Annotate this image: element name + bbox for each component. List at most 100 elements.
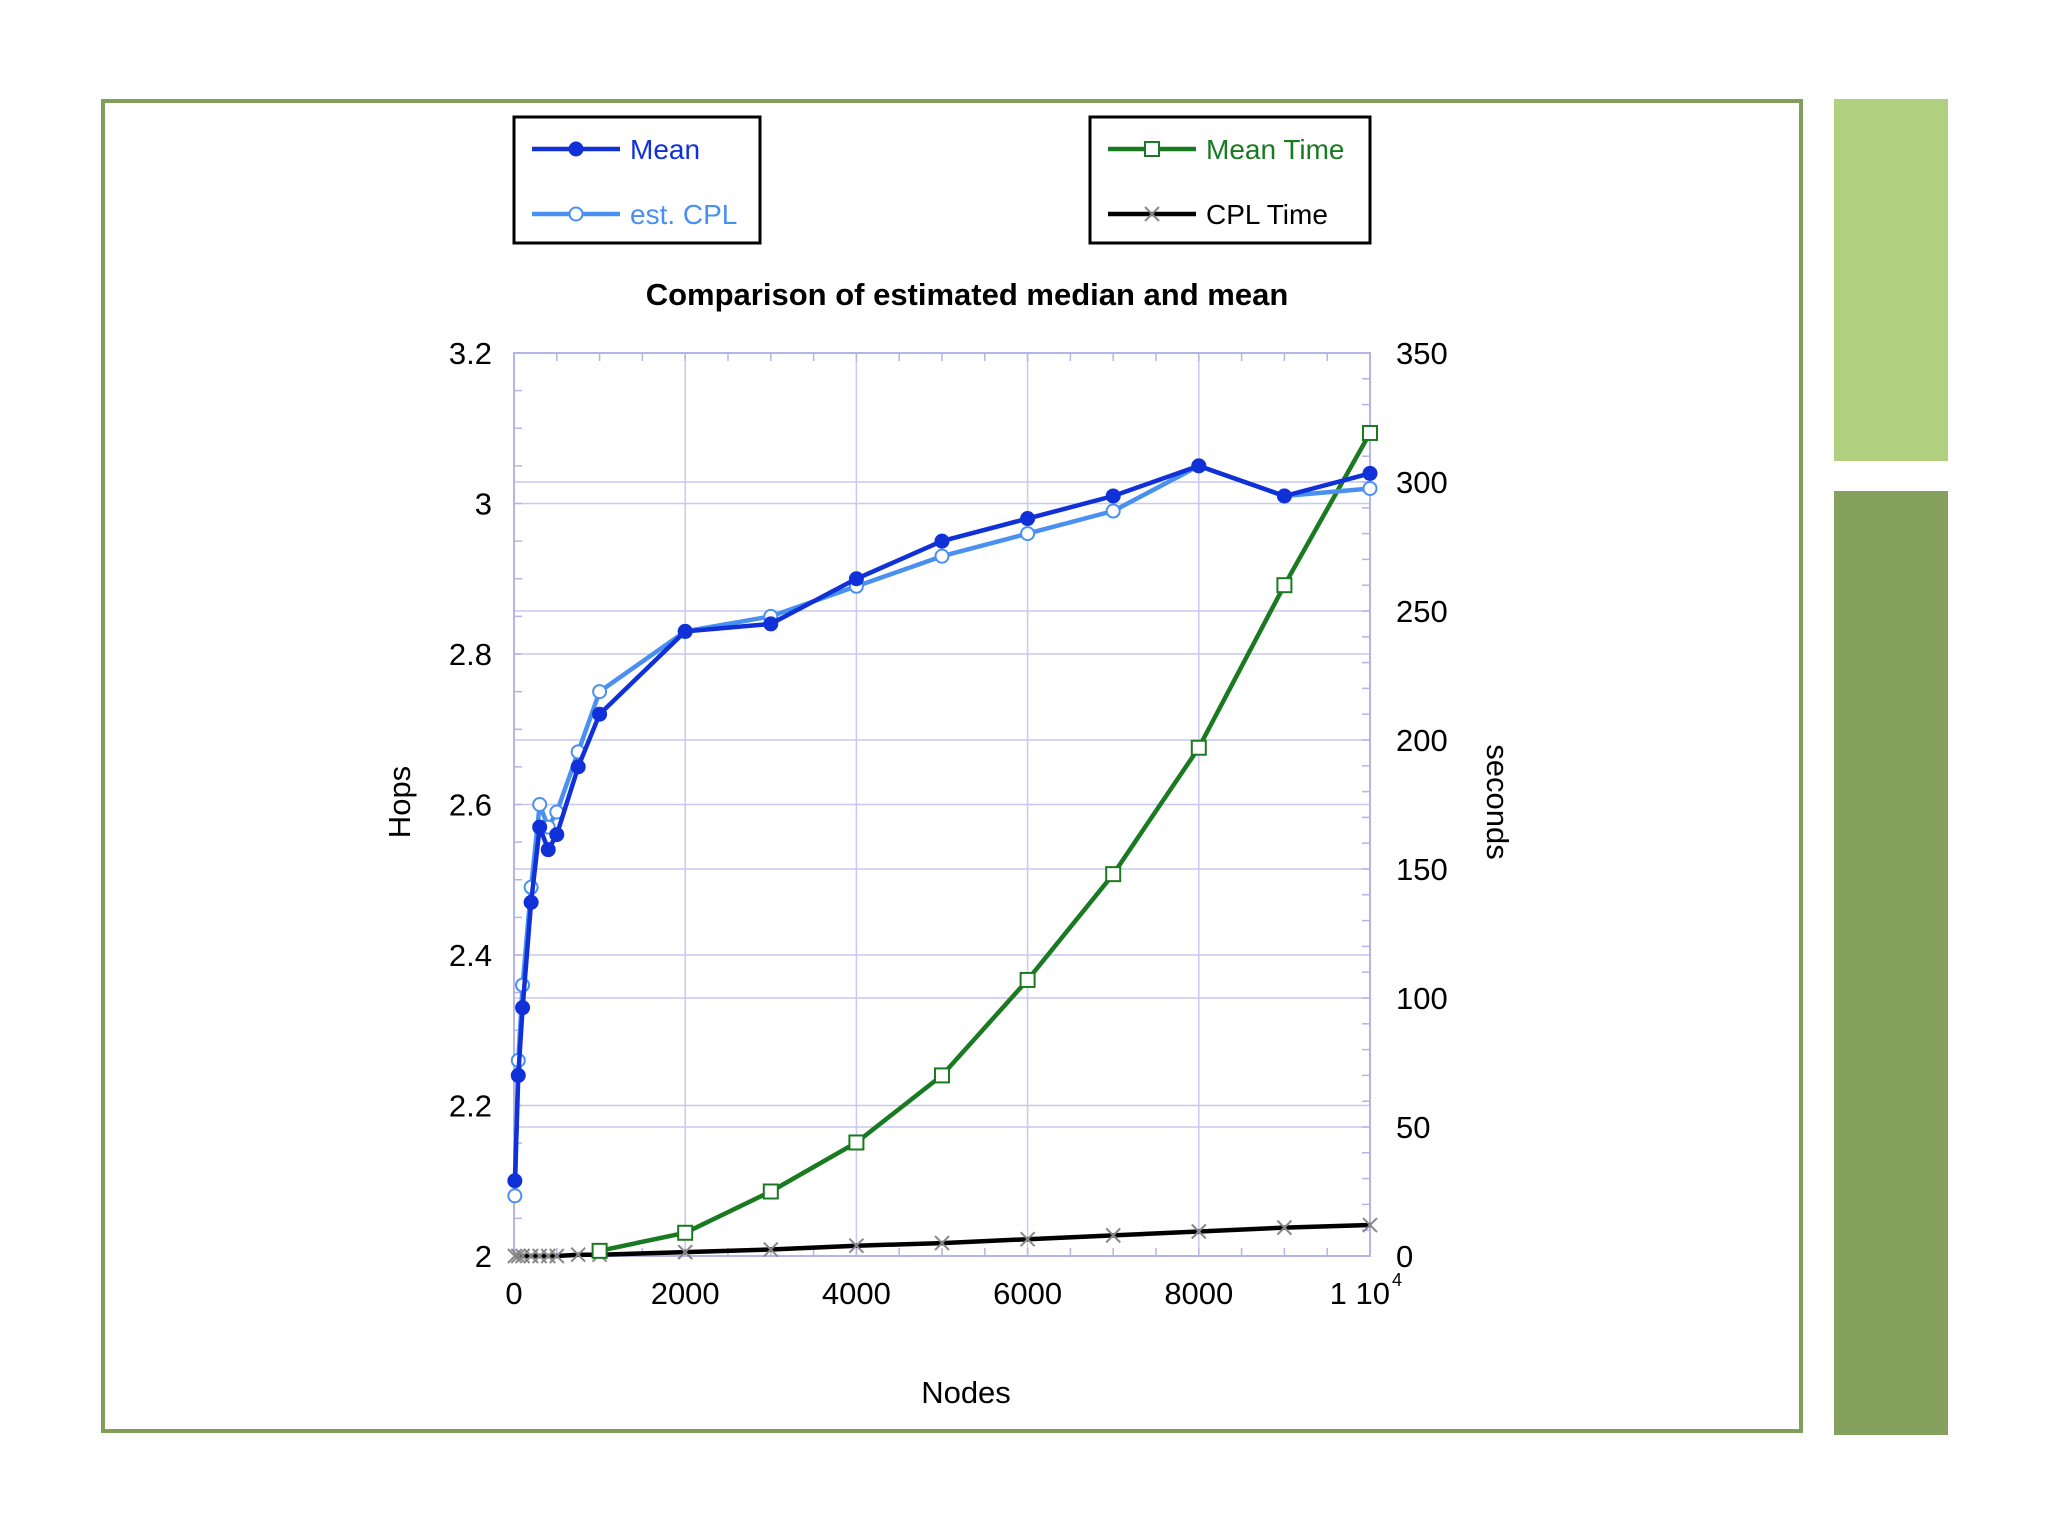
legend-label: Mean	[630, 134, 700, 165]
y-right-tick-label: 350	[1396, 336, 1448, 371]
legend-marker	[568, 141, 584, 157]
series-line-mean	[512, 463, 1371, 1181]
chart-title: Comparison of estimated median and mean	[646, 277, 1289, 312]
legend-marker	[1144, 206, 1160, 222]
y-left-tick-label: 2.6	[449, 788, 492, 823]
legend-label: Mean Time	[1206, 134, 1345, 165]
data-point-cpl-time	[763, 1241, 779, 1258]
y-right-tick-label: 50	[1396, 1110, 1430, 1145]
series-line-est-cpl	[512, 463, 1371, 1196]
x-tick-label: 8000	[1164, 1276, 1233, 1311]
y-right-tick-label: 0	[1396, 1239, 1413, 1274]
series-est-cpl	[507, 458, 1378, 1204]
data-point-cpl-time	[934, 1235, 950, 1251]
data-point-mean-time	[591, 1242, 608, 1259]
y-right-tick-label: 150	[1396, 852, 1448, 887]
data-point-mean	[592, 706, 608, 722]
data-point-mean-time	[1019, 971, 1036, 988]
data-point-est-cpl	[1020, 526, 1036, 542]
data-point-mean-time	[1276, 577, 1293, 594]
data-point-cpl-time	[510, 1248, 526, 1264]
data-point-est-cpl	[532, 797, 548, 812]
data-point-mean	[1191, 458, 1207, 474]
series-line-cpl-time	[514, 1222, 1371, 1259]
y-right-tick-label: 300	[1396, 465, 1448, 500]
tick-labels: 0 2000 4000 6000 8000 1 10 4 2 2.2 2.4 2.6 2.8 3 3.2 0…	[449, 336, 1448, 1311]
series-layer	[507, 424, 1378, 1264]
y-left-tick-label: 2.4	[449, 938, 492, 973]
x-tick-label: 6000	[993, 1276, 1062, 1311]
legend-marker	[1144, 141, 1160, 157]
data-point-mean-time	[848, 1134, 865, 1151]
data-point-mean-time	[762, 1183, 779, 1200]
legend-marker	[568, 206, 584, 222]
data-point-mean-time	[1362, 424, 1378, 441]
data-point-mean	[1362, 465, 1378, 481]
x-tick-label-last: 1 10	[1330, 1276, 1390, 1311]
x-tick-label: 4000	[822, 1276, 891, 1311]
y-axis-left-label: Hops	[382, 766, 417, 838]
data-point-est-cpl	[934, 548, 950, 564]
series-mean-time	[591, 424, 1378, 1259]
legend-left-box	[512, 115, 762, 245]
legend-left: Mean est. CPL	[512, 115, 762, 245]
data-point-mean	[549, 827, 565, 843]
data-point-mean-time	[677, 1224, 694, 1241]
data-point-cpl-time	[1362, 1217, 1378, 1233]
data-point-mean-time	[934, 1067, 950, 1084]
data-point-mean-time	[1105, 866, 1122, 883]
data-point-cpl-time	[549, 1248, 565, 1264]
x-tick-label: 2000	[651, 1276, 720, 1311]
data-point-mean	[523, 894, 539, 910]
data-point-cpl-time	[677, 1244, 693, 1260]
data-point-mean	[510, 1067, 526, 1083]
y-left-tick-label: 3.2	[449, 336, 492, 371]
series-cpl-time	[507, 1217, 1378, 1264]
data-point-mean	[934, 533, 950, 549]
data-point-mean	[1276, 488, 1292, 504]
y-right-tick-label: 200	[1396, 723, 1448, 758]
legend-right-box	[1088, 115, 1372, 245]
series-mean	[507, 458, 1378, 1189]
data-point-cpl-time	[507, 1248, 523, 1264]
data-point-mean	[1020, 511, 1036, 527]
data-point-est-cpl	[507, 1188, 523, 1204]
x-tick-label-exponent: 4	[1392, 1270, 1402, 1290]
y-left-tick-label: 3	[475, 487, 492, 522]
data-point-mean	[540, 842, 556, 858]
data-point-mean	[507, 1173, 523, 1189]
data-point-est-cpl	[1362, 480, 1378, 496]
y-right-tick-label: 250	[1396, 594, 1448, 629]
data-point-est-cpl	[592, 684, 608, 700]
data-point-mean	[570, 759, 586, 775]
y-right-tick-label: 100	[1396, 981, 1448, 1016]
data-point-cpl-time	[570, 1247, 586, 1263]
grid-lines	[513, 352, 1371, 1257]
data-point-mean	[532, 819, 548, 835]
data-point-mean	[763, 616, 779, 632]
slide-frame	[101, 99, 1803, 1433]
legend-right: Mean Time CPL Time	[1088, 115, 1372, 245]
side-bar-bottom	[1834, 491, 1948, 1435]
y-axis-right-label: seconds	[1480, 744, 1515, 859]
x-axis-label: Nodes	[921, 1375, 1011, 1410]
data-point-mean-time	[1190, 739, 1207, 756]
data-point-mean	[677, 623, 693, 639]
side-bar-top	[1834, 99, 1948, 461]
legend-label: est. CPL	[630, 199, 737, 230]
y-left-tick-label: 2	[475, 1239, 492, 1274]
data-point-mean	[515, 1000, 531, 1016]
y-left-tick-label: 2.2	[449, 1089, 492, 1124]
data-point-est-cpl	[1105, 503, 1121, 519]
legend-label: CPL Time	[1206, 199, 1328, 230]
data-point-cpl-time	[1276, 1219, 1293, 1236]
data-point-cpl-time	[1105, 1227, 1121, 1244]
data-point-cpl-time	[1191, 1223, 1207, 1240]
x-tick-label: 0	[505, 1276, 522, 1311]
data-point-mean	[848, 571, 864, 587]
data-point-cpl-time	[1019, 1231, 1036, 1247]
data-point-mean	[1105, 488, 1121, 504]
y-left-tick-label: 2.8	[449, 637, 492, 672]
series-line-mean-time	[599, 431, 1372, 1254]
